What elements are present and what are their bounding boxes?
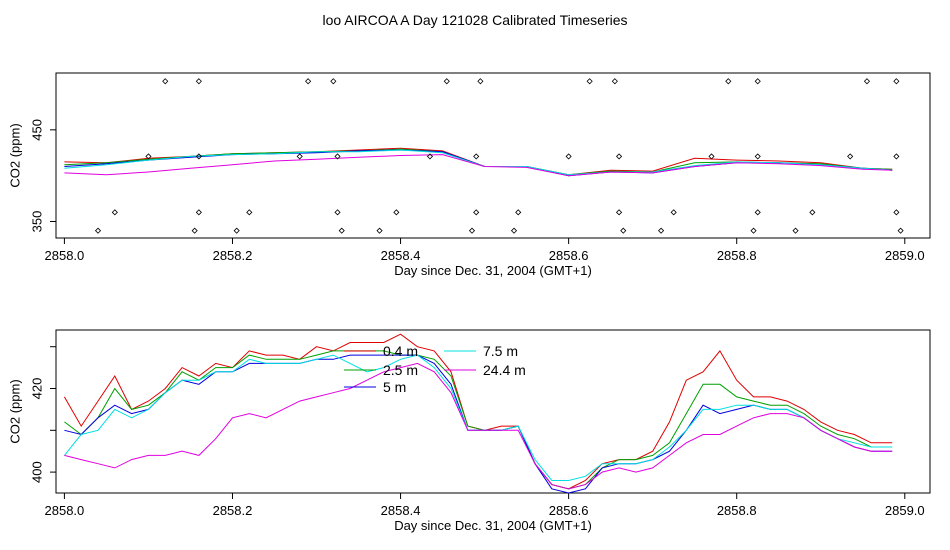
calibration-marker (195, 153, 202, 160)
calibration-marker (426, 153, 434, 160)
calibration-marker (334, 209, 341, 216)
calibration-marker (195, 78, 202, 85)
y-axis-label: CO2 (ppm) (7, 123, 22, 187)
calibration-marker (145, 153, 152, 160)
x-tick-label: 2859.0 (885, 248, 925, 263)
calibration-marker (725, 78, 732, 85)
calibration-marker (296, 153, 303, 160)
x-tick-label: 2858.2 (213, 248, 253, 263)
calibration-marker (893, 209, 900, 216)
calibration-marker (191, 227, 198, 234)
calibration-marker (94, 227, 102, 234)
calibration-marker (477, 78, 484, 85)
calibration-marker (468, 227, 476, 234)
calibration-marker (670, 209, 677, 216)
calibration-marker (792, 227, 799, 234)
calibration-marker (620, 227, 627, 234)
calibration-marker (338, 227, 345, 234)
series-line-1 (63, 333, 893, 490)
x-tick-label: 2859.0 (885, 503, 925, 518)
calibration-marker (233, 227, 240, 234)
series-line-4 (64, 354, 893, 481)
series-line-5 (64, 362, 893, 490)
calibration-marker (754, 78, 761, 85)
calibration-marker (473, 153, 480, 160)
x-axis-label: Day since Dec. 31, 2004 (GMT+1) (394, 263, 592, 278)
calibration-marker (334, 153, 341, 160)
bottom-panel: 2858.0 2858.2 2858.4 2858.6 2858.8 2859.0 Day … (7, 329, 931, 533)
calibration-marker (162, 78, 169, 85)
x-tick-label: 2858.6 (549, 248, 589, 263)
legend: 0.4 m 2.5 m5 m 7.5 m 24.4 m (344, 343, 526, 395)
y-tick-label: 450 (29, 119, 44, 141)
plot-frame (55, 72, 931, 239)
calibration-marker (893, 153, 900, 160)
calibration-marker (305, 78, 312, 85)
calibration-marker (473, 209, 480, 216)
plot-frame (55, 329, 931, 494)
calibration-marker (195, 209, 202, 216)
calibration-marker (330, 78, 337, 85)
calibration-marker (708, 153, 715, 160)
x-tick-label: 2858.0 (45, 248, 85, 263)
calibration-marker (515, 209, 522, 216)
calibration-marker (754, 153, 761, 160)
calibration-marker (611, 78, 618, 85)
calibration-marker (393, 209, 400, 216)
legend-label: 0.4 m (383, 343, 418, 359)
calibration-marker (754, 209, 761, 216)
y-axis-label: CO2 (ppm) (7, 379, 22, 443)
calibration-marker (750, 227, 757, 234)
calibration-marker (586, 78, 593, 85)
calibration-marker (443, 78, 450, 85)
x-axis-label: Day since Dec. 31, 2004 (GMT+1) (394, 518, 592, 533)
legend-label: 5 m (383, 379, 406, 395)
calibration-marker (897, 227, 904, 234)
chart-title: loo AIRCOA A Day 121028 Calibrated Times… (322, 12, 628, 28)
calibration-marker (565, 153, 572, 160)
calibration-marker (658, 227, 665, 234)
calibration-marker (893, 78, 900, 85)
calibration-marker (847, 153, 854, 160)
y-tick-label: 400 (29, 461, 44, 483)
series-line-5 (64, 154, 893, 177)
calibration-marker (809, 209, 816, 216)
x-tick-label: 2858.8 (717, 248, 757, 263)
calibration-marker (510, 227, 518, 234)
calibration-marker (863, 78, 871, 85)
legend-label: 2.5 m (383, 362, 418, 378)
calibration-marker (615, 153, 623, 160)
series-line-2 (64, 350, 893, 490)
legend-label: 7.5 m (483, 343, 518, 359)
series-line-3 (64, 354, 893, 494)
calibration-marker (615, 209, 623, 216)
x-tick-label: 2858.4 (381, 248, 421, 263)
series-line-1 (64, 147, 893, 176)
x-tick-label: 2858.0 (45, 503, 85, 518)
y-tick-label: 420 (29, 378, 44, 400)
legend-label: 24.4 m (483, 362, 526, 378)
series-line-4 (64, 149, 893, 176)
y-tick-label: 350 (29, 211, 44, 233)
calibration-marker (376, 227, 383, 234)
x-tick-label: 2858.4 (381, 503, 421, 518)
calibration-marker (246, 209, 253, 216)
series-line-2 (64, 148, 893, 176)
calibration-marker (111, 209, 118, 216)
x-tick-label: 2858.2 (213, 503, 253, 518)
x-tick-label: 2858.6 (549, 503, 589, 518)
top-panel: 2858.0 2858.2 2858.4 2858.6 2858.8 2859.0 Day … (7, 72, 931, 278)
x-tick-label: 2858.8 (717, 503, 757, 518)
